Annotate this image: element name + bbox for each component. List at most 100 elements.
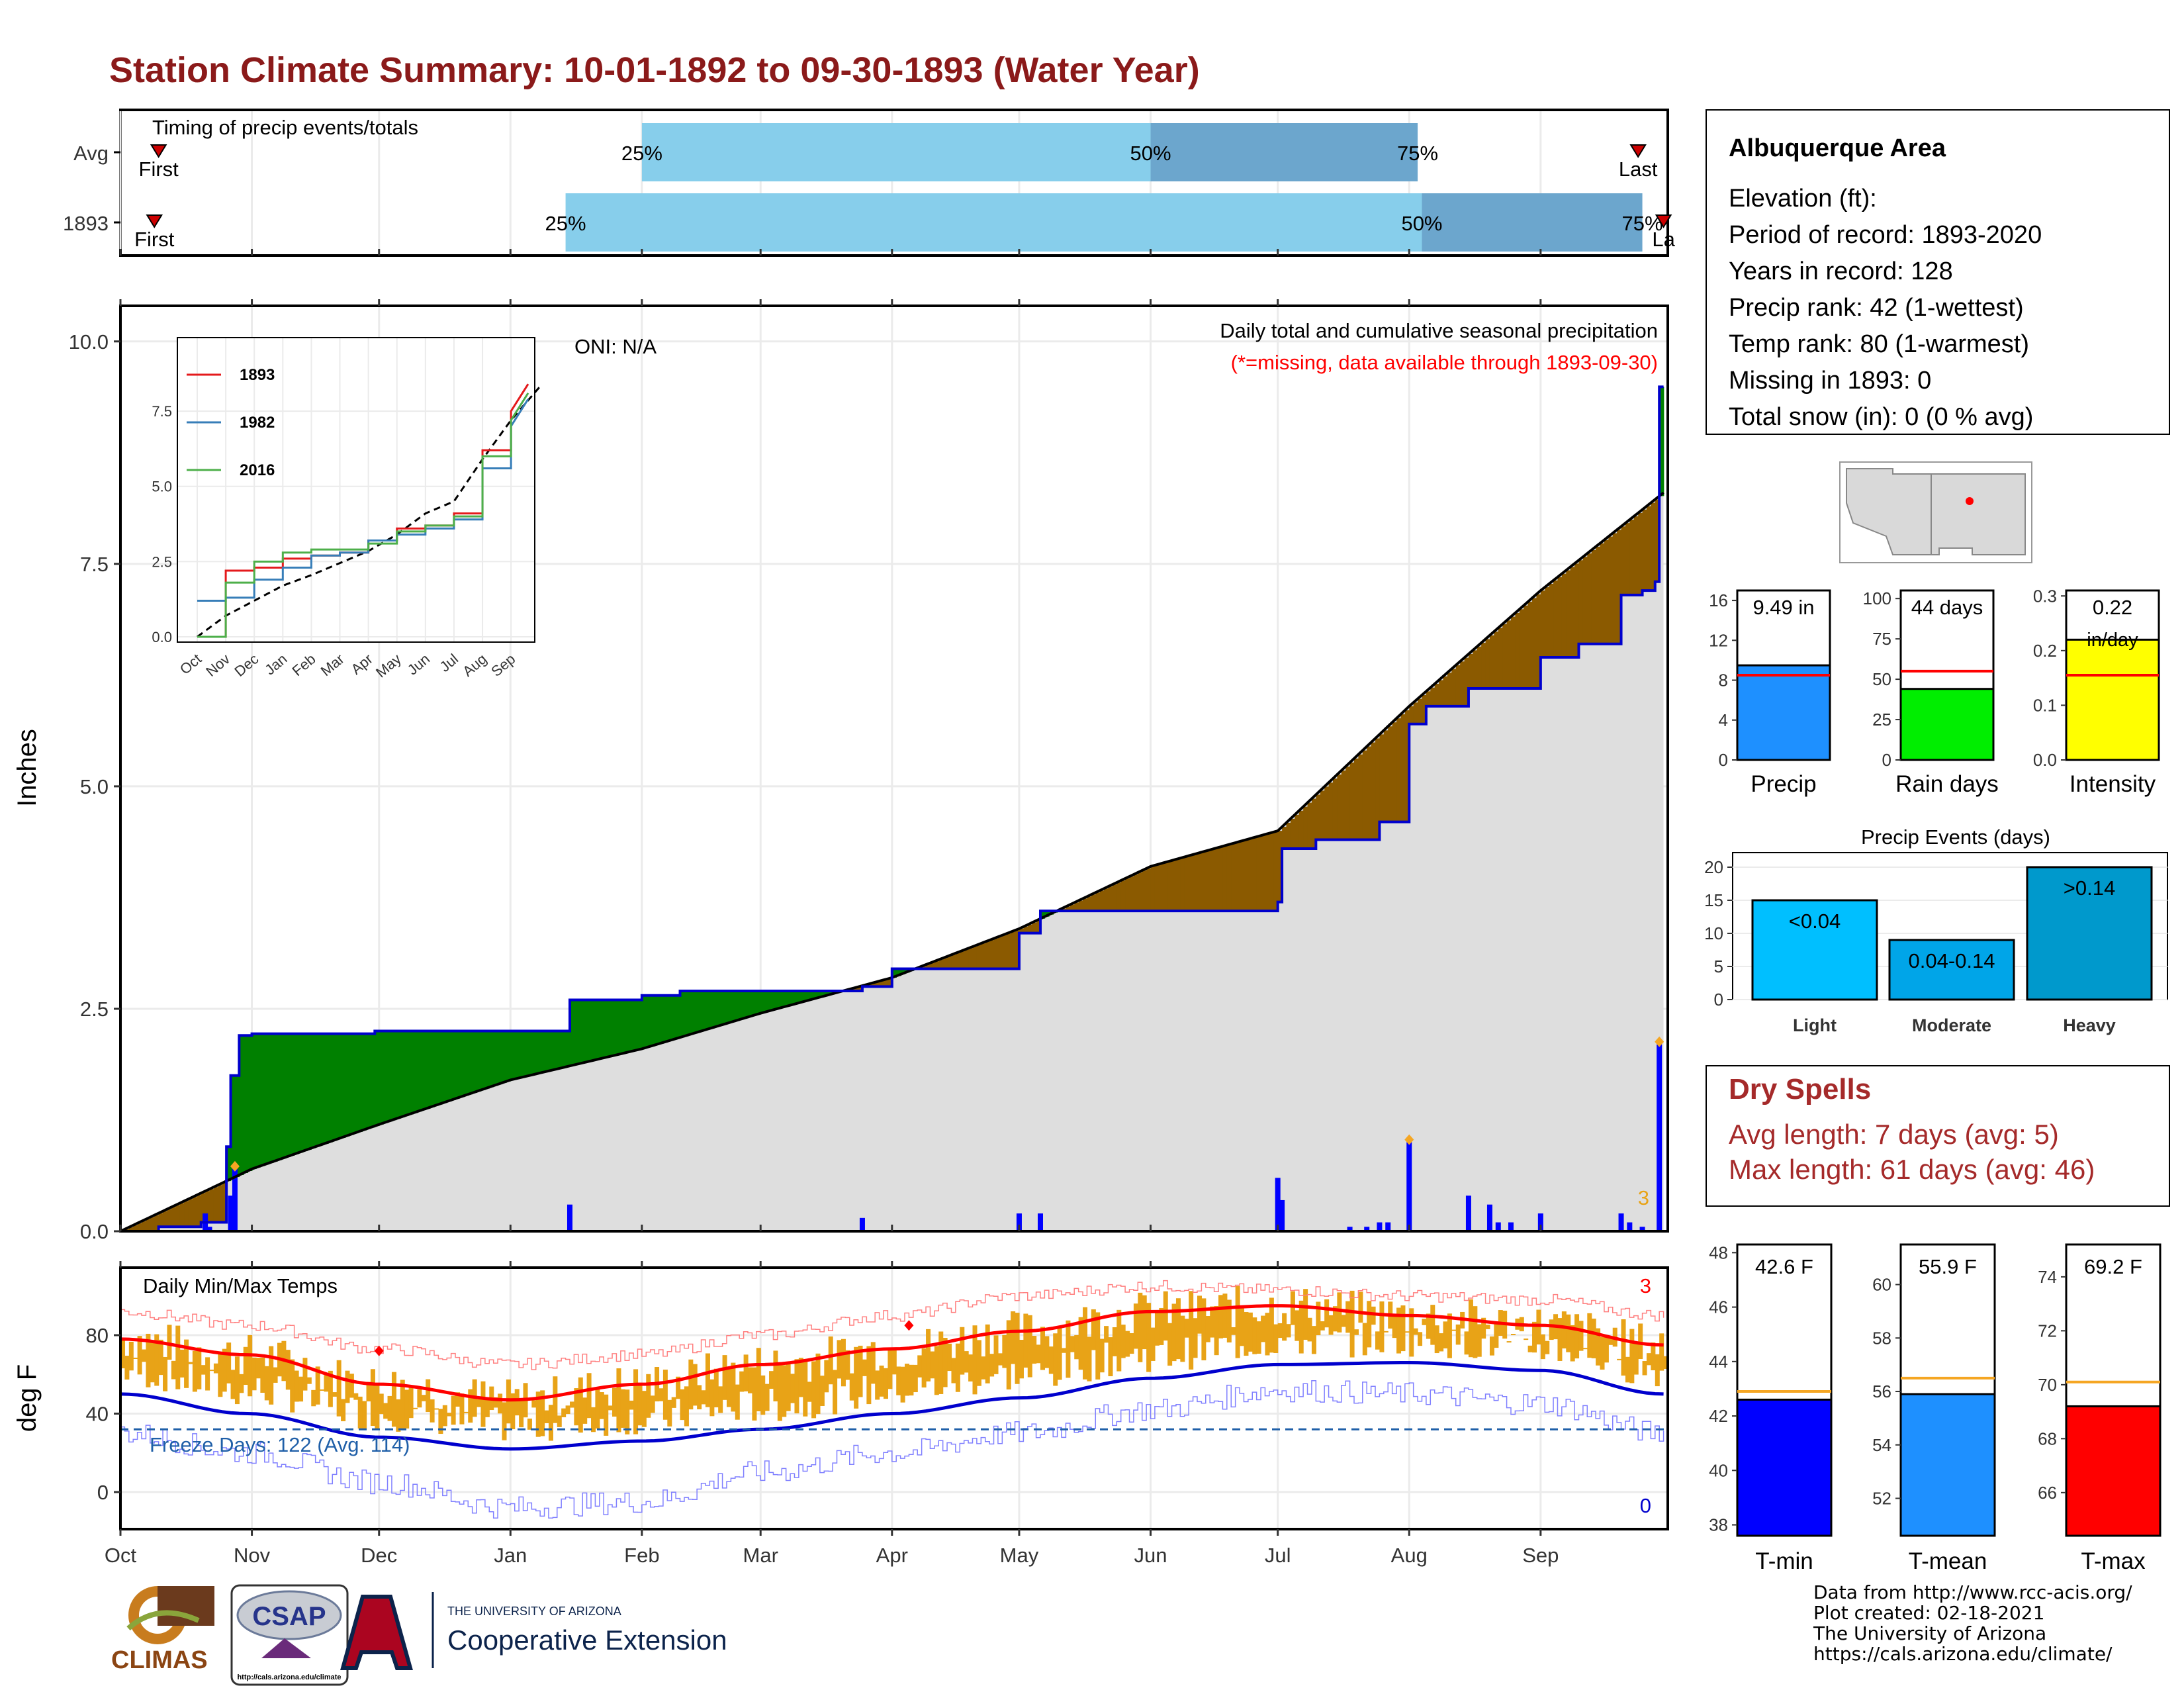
daily-temp-range-bar	[222, 1348, 227, 1392]
daily-temp-range-bar	[1341, 1315, 1346, 1327]
daily-precip-bar	[1406, 1142, 1412, 1231]
daily-temp-range-bar	[1621, 1319, 1626, 1376]
deficit-area	[1159, 864, 1164, 912]
daily-temp-range-bar	[1167, 1323, 1173, 1366]
daily-temp-range-bar	[264, 1366, 269, 1401]
inset-series-line	[197, 393, 529, 638]
surplus-area	[604, 1000, 609, 1058]
daily-temp-range-bar	[1104, 1326, 1109, 1343]
daily-temp-range-bar	[1561, 1311, 1567, 1349]
daily-temp-range-bar	[1477, 1324, 1482, 1357]
daily-temp-range-bar	[705, 1353, 710, 1407]
inset-legend-label: 1982	[240, 414, 275, 432]
daily-temp-range-bar	[1226, 1299, 1232, 1342]
summary-value-bar	[2065, 638, 2160, 761]
deficit-area	[222, 1183, 227, 1223]
daily-temp-range-bar	[604, 1394, 609, 1436]
temp-summary-ytick-label: 40	[1709, 1460, 1728, 1480]
surplus-area	[527, 1031, 533, 1076]
deficit-area	[1226, 845, 1232, 912]
deficit-area	[1396, 718, 1402, 822]
deficit-area	[997, 937, 1003, 969]
daily-temp-range-bar	[1481, 1317, 1486, 1339]
deficit-area	[1532, 598, 1537, 689]
deficit-area	[1011, 931, 1016, 969]
events-bar	[1751, 899, 1878, 1001]
page-title: Station Climate Summary: 10-01-1892 to 0…	[109, 50, 1200, 90]
summary-ytick-label: 0	[1882, 750, 1891, 770]
deficit-area	[1235, 843, 1240, 912]
month-label: Dec	[361, 1544, 397, 1567]
daily-temp-range-bar	[302, 1358, 308, 1391]
daily-temp-range-bar	[324, 1375, 329, 1392]
deficit-area	[1240, 841, 1245, 912]
daily-precip-bar	[1037, 1213, 1043, 1231]
daily-temp-range-bar	[625, 1389, 630, 1434]
month-label: Oct	[105, 1544, 137, 1567]
daily-temp-range-bar	[1175, 1298, 1181, 1360]
daily-temp-range-bar	[553, 1376, 558, 1423]
daily-temp-range-bar	[845, 1350, 850, 1380]
surplus-area	[756, 991, 762, 1015]
timing-last-label: La	[1652, 228, 1675, 251]
temp-summary-ytick-label: 38	[1709, 1515, 1728, 1535]
deficit-area	[1095, 892, 1101, 912]
daily-precip-bar	[1016, 1213, 1022, 1231]
daily-temp-range-bar	[1418, 1332, 1423, 1346]
daily-temp-range-bar	[854, 1346, 859, 1409]
daily-temp-range-bar	[1473, 1306, 1478, 1358]
daily-temp-range-bar	[477, 1399, 482, 1407]
surplus-area	[680, 991, 685, 1038]
deficit-area	[209, 1189, 214, 1223]
surplus-area	[273, 1033, 278, 1162]
daily-temp-range-bar	[1426, 1313, 1431, 1339]
month-label: Aug	[1391, 1544, 1428, 1567]
deficit-area	[163, 1211, 168, 1227]
deficit-area	[1218, 847, 1224, 912]
avg-tmin-line	[120, 1360, 1664, 1451]
month-label: Feb	[624, 1544, 659, 1567]
station-info-line: Precip rank: 42 (1-wettest)	[1729, 294, 2024, 322]
daily-temp-range-bar	[968, 1354, 974, 1382]
deficit-area	[1125, 878, 1130, 912]
daily-temp-range-bar	[756, 1348, 761, 1411]
surplus-area	[226, 1147, 232, 1182]
deficit-area	[150, 1217, 156, 1231]
daily-temp-range-bar	[1633, 1343, 1639, 1375]
normal-cumulative-fill	[120, 492, 1664, 1231]
daily-temp-range-bar	[718, 1386, 723, 1413]
deficit-area	[1358, 754, 1363, 840]
daily-temp-range-bar	[790, 1374, 796, 1403]
daily-temp-range-bar	[1108, 1337, 1113, 1377]
observed-cumulative-line	[120, 385, 1664, 1233]
surplus-area	[625, 1000, 630, 1053]
daily-temp-range-bar	[451, 1395, 456, 1425]
deficit-area	[179, 1203, 185, 1227]
daily-temp-range-bar	[578, 1377, 583, 1433]
daily-temp-range-bar	[1392, 1316, 1397, 1338]
daily-temp-range-bar	[1629, 1329, 1635, 1383]
dry-spells-title: Dry Spells	[1729, 1073, 1871, 1105]
precip-events-chart: Precip Events (days) 0 5 10 15 20 <0.04 Light 0…	[1704, 825, 2168, 1035]
daily-temp-range-bar	[209, 1370, 214, 1372]
deficit-area	[1494, 632, 1499, 689]
deficit-area	[1524, 605, 1529, 689]
daily-temp-range-bar	[362, 1401, 367, 1430]
daily-temp-range-bar	[1184, 1319, 1189, 1338]
surplus-area	[332, 1033, 338, 1141]
daily-temp-range-bar	[1036, 1344, 1041, 1364]
deficit-area	[1116, 882, 1122, 912]
daily-temp-range-bar	[1150, 1327, 1156, 1361]
surplus-area	[498, 1031, 503, 1084]
summary-ytick-label: 75	[1872, 629, 1891, 649]
daily-precip-bar	[1486, 1204, 1492, 1231]
surplus-area	[548, 1031, 554, 1071]
deficit-area	[1447, 673, 1453, 706]
daily-temp-range-bar	[1062, 1348, 1067, 1353]
daily-temp-range-bar	[154, 1334, 159, 1386]
daily-temp-range-bar	[438, 1409, 443, 1434]
daily-temp-range-bar	[353, 1393, 359, 1400]
dry-spells-box: Dry Spells Avg length: 7 days (avg: 5) M…	[1706, 1065, 2170, 1207]
daily-temp-range-bar	[701, 1390, 706, 1405]
daily-temp-range-bar	[1316, 1301, 1321, 1336]
